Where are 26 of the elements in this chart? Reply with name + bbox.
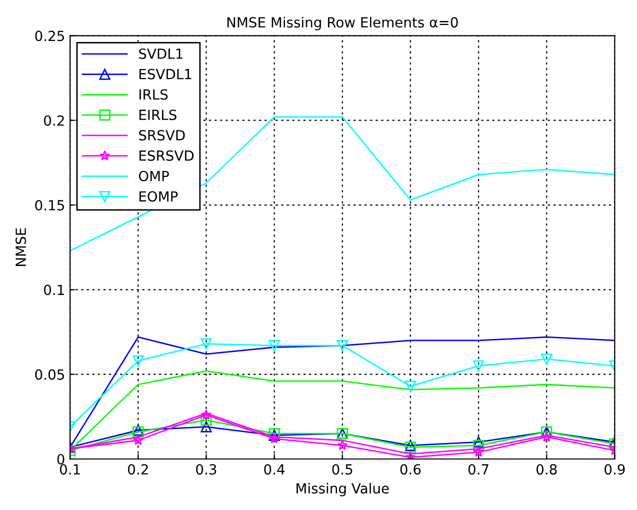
y-tick-label: 0.25: [35, 30, 64, 42]
x-tick-label: 0.3: [196, 464, 216, 475]
y-tick-label: 0: [57, 454, 64, 464]
legend-label: IRLS: [139, 89, 168, 100]
legend-label: EIRLS: [139, 110, 176, 120]
x-tick-label: 0.1: [60, 464, 80, 475]
legend-label: ESVDL1: [139, 68, 192, 80]
legend-label: SRSVD: [139, 130, 185, 140]
x-tick-label: 0.4: [264, 464, 285, 475]
x-tick-label: 0.9: [604, 464, 625, 475]
legend-label: OMP: [138, 170, 169, 182]
legend-label: ESRSVD: [139, 150, 194, 161]
x-tick-label: 0.2: [128, 464, 148, 475]
y-tick-label: 0.05: [35, 369, 64, 380]
legend-label: SVDL1: [139, 48, 182, 59]
x-axis-title: Missing Value: [296, 482, 389, 496]
x-tick-label: 0.5: [332, 464, 352, 475]
y-tick-label: 0.2: [44, 115, 64, 126]
y-axis-title: NMSE: [16, 228, 26, 266]
x-tick-label: 0.6: [400, 464, 421, 475]
y-tick-label: 0.1: [44, 284, 64, 296]
x-tick-label: 0.8: [536, 464, 557, 475]
x-tick-label: 0.7: [468, 464, 488, 475]
y-tick-label: 0.15: [35, 200, 64, 210]
legend-label: EOMP: [139, 191, 178, 202]
chart-title: NMSE Missing Row Elements α=0: [227, 16, 458, 30]
